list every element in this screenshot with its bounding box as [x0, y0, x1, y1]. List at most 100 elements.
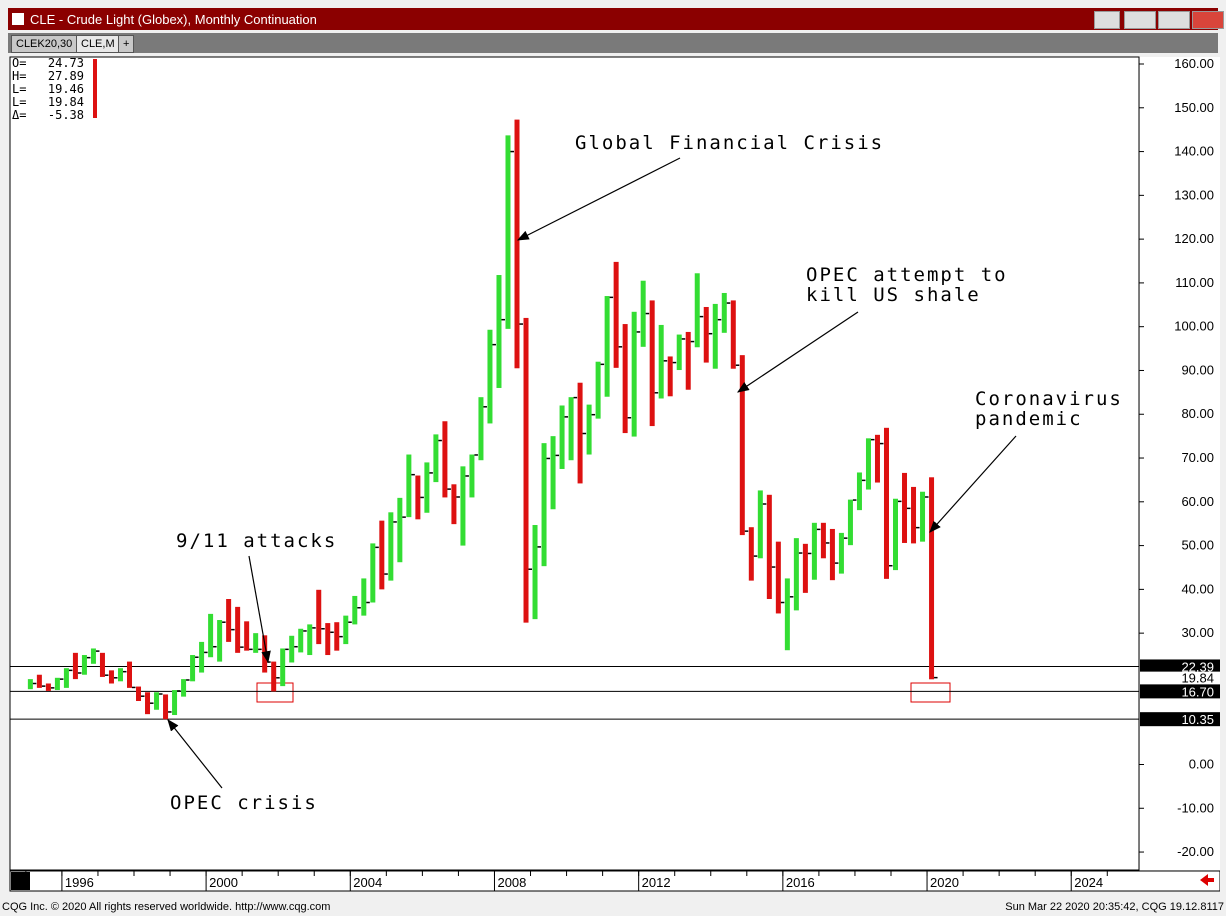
maximize-button[interactable] [1158, 11, 1190, 29]
x-tick-label: 2020 [930, 875, 959, 890]
info-label: L= [12, 95, 26, 109]
scroll-thumb[interactable] [11, 872, 30, 890]
price-bar [388, 512, 394, 581]
price-bar [397, 497, 403, 563]
y-tick-label: 80.00 [1181, 406, 1214, 421]
info-value: -5.38 [48, 108, 84, 122]
x-tick-label: 2016 [786, 875, 815, 890]
y-tick-label: 130.00 [1174, 187, 1214, 202]
price-bar [244, 621, 250, 651]
price-bar [505, 135, 511, 329]
price-bar [199, 641, 205, 673]
price-bar [640, 280, 646, 347]
price-bar [424, 462, 430, 513]
price-bar [343, 615, 349, 645]
level-label: 16.70 [1181, 684, 1214, 699]
x-tick-label: 2008 [497, 875, 526, 890]
price-bar [712, 303, 718, 369]
price-bar [739, 355, 745, 536]
price-bar [793, 538, 799, 611]
price-bar [514, 119, 520, 369]
price-bar [838, 532, 844, 574]
info-label: Δ= [12, 108, 26, 122]
price-bar [45, 683, 51, 691]
price-bar [316, 589, 322, 645]
last-box [1140, 671, 1220, 684]
y-tick-label: -10.00 [1177, 800, 1214, 815]
level-label: 22.39 [1181, 659, 1214, 674]
info-bar [93, 59, 97, 118]
price-bar [631, 311, 637, 437]
price-bar [136, 686, 142, 702]
price-bar [694, 273, 700, 348]
annotation-arrow [929, 435, 1017, 533]
info-label: H= [12, 69, 26, 83]
price-bar [874, 434, 880, 483]
y-tick-label: 100.00 [1174, 319, 1214, 334]
price-bar [613, 261, 619, 368]
y-tick-label: 40.00 [1181, 581, 1214, 596]
price-bar [451, 484, 457, 525]
annotation: kill US shale [806, 284, 981, 306]
y-tick-label: 150.00 [1174, 100, 1214, 115]
copyright: CQG Inc. © 2020 All rights reserved worl… [2, 901, 331, 913]
annotation-arrow [516, 157, 681, 241]
y-tick-label: 90.00 [1181, 362, 1214, 377]
scroll-arrow[interactable] [1200, 874, 1214, 886]
level-box [1140, 684, 1220, 699]
timestamp: Sun Mar 22 2020 20:35:42, CQG 19.12.8117 [1005, 901, 1224, 913]
price-bar [911, 486, 917, 544]
price-bar [352, 595, 358, 625]
tab[interactable]: CLE,M [76, 35, 120, 53]
price-bar [667, 356, 673, 397]
price-bar [920, 491, 926, 542]
y-tick-label: 50.00 [1181, 538, 1214, 553]
price-bar [163, 694, 169, 720]
annotation: 9/11 attacks [176, 530, 337, 552]
price-bar [27, 679, 33, 690]
price-bar [541, 443, 547, 567]
price-bar [883, 427, 889, 579]
price-bar [532, 525, 538, 620]
price-bar [523, 317, 529, 623]
price-bar [775, 541, 781, 614]
price-bar [126, 661, 132, 688]
info-label: L= [12, 82, 26, 96]
link-button[interactable] [1094, 11, 1120, 29]
plot-area [9, 56, 1140, 871]
price-bar [72, 652, 78, 680]
price-bar [784, 578, 790, 651]
annotation-arrow [737, 311, 859, 393]
app-icon [12, 13, 24, 25]
price-bar [271, 661, 277, 692]
price-bar [748, 527, 754, 581]
price-bar [289, 635, 295, 663]
minimize-button[interactable] [1124, 11, 1156, 29]
price-bar [649, 300, 655, 427]
price-bar [865, 438, 871, 490]
price-bar [108, 670, 114, 684]
price-bar [893, 498, 899, 571]
price-bar [226, 599, 232, 642]
x-tick-label: 2012 [642, 875, 671, 890]
price-bar [766, 494, 772, 599]
price-bar [595, 361, 601, 419]
price-bar [559, 405, 565, 469]
price-bar [478, 397, 484, 461]
annotation: Coronavirus [975, 388, 1123, 410]
price-bar [685, 331, 691, 390]
add-tab[interactable]: + [118, 35, 135, 53]
price-bar [99, 652, 105, 677]
price-bar [487, 329, 493, 424]
y-tick-label: 140.00 [1174, 144, 1214, 159]
tab[interactable]: CLEK20,30 [11, 35, 78, 53]
window-title: CLE - Crude Light (Globex), Monthly Cont… [30, 12, 317, 27]
price-bar [550, 436, 556, 510]
price-bar [172, 690, 178, 716]
price-bar [298, 628, 304, 653]
highlight-box [910, 682, 951, 703]
price-bar [307, 624, 313, 656]
price-bar [811, 522, 817, 580]
close-button[interactable] [1192, 11, 1224, 29]
